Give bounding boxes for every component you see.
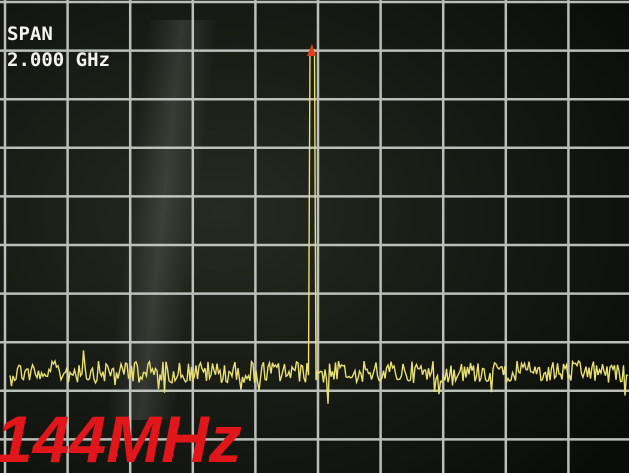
caption: 144MHz — [0, 402, 242, 473]
page: SPAN 2.000 GHz 144MHz (() => { const dat… — [0, 0, 629, 473]
analyzer-screen: SPAN 2.000 GHz 144MHz — [0, 0, 629, 473]
span-label: SPAN — [7, 23, 53, 45]
span-value: 2.000 GHz — [7, 49, 110, 71]
